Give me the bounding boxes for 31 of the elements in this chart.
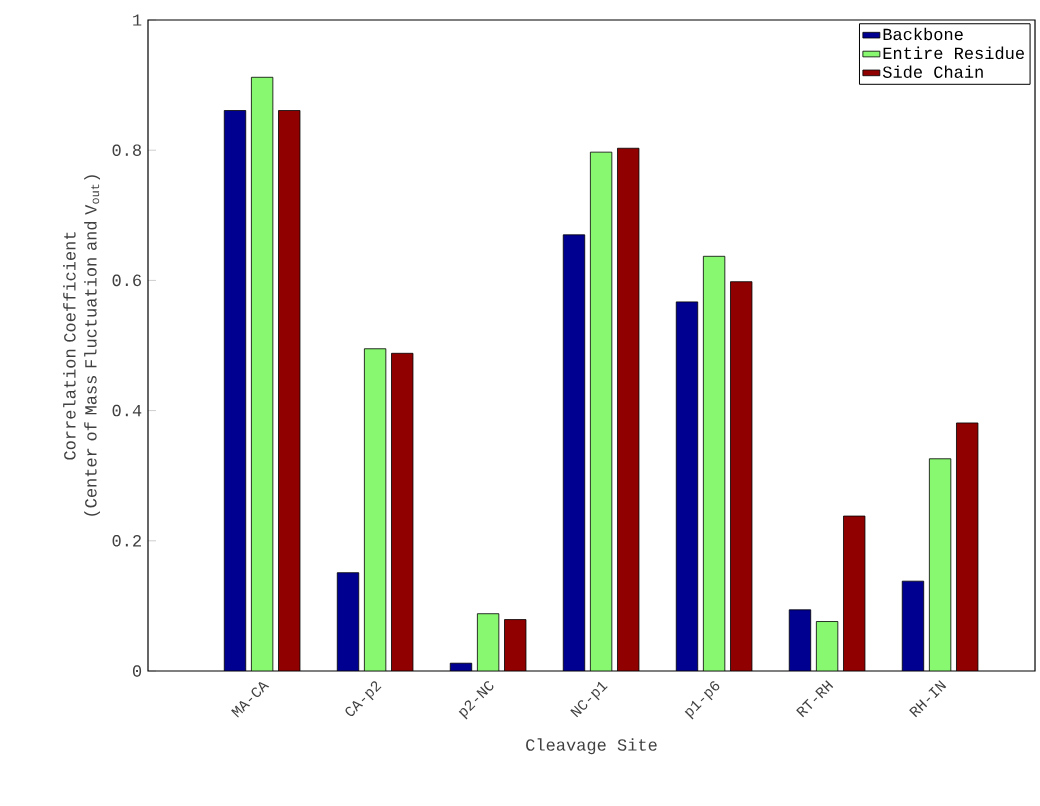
y-tick-label: 1 [133,14,142,26]
bar [956,422,979,671]
legend-label: Entire Residue [883,46,1024,60]
bar [250,76,274,671]
y-tick-label: 0.4 [112,404,142,417]
y-tick-label: 0.8 [112,144,142,156]
bar [843,515,866,671]
bar [788,609,812,671]
bar [562,234,586,671]
x-axis-title: Cleavage Site [526,738,657,755]
bar [336,572,360,671]
bar [815,621,839,671]
bar [278,110,301,671]
y-tick-label: 0.2 [112,535,141,547]
bar [617,147,640,671]
y-axis-title: Correlation Coefficient (Center of Mass Fluctuation and V$_{out}$) [63,175,100,516]
bar [901,580,925,671]
bar [928,458,952,671]
bar [730,281,753,671]
legend-label: Side Chain [882,65,983,78]
legend-label: Backbone [883,27,963,41]
y-tick-label: 0.6 [112,274,142,287]
bar [702,255,726,671]
bar [589,151,613,671]
bar [363,348,387,671]
y-tick-label: 0 [132,665,142,677]
bar [675,301,699,671]
bar [476,613,500,671]
bar [504,619,527,671]
bar [391,352,414,671]
bar [223,110,247,671]
